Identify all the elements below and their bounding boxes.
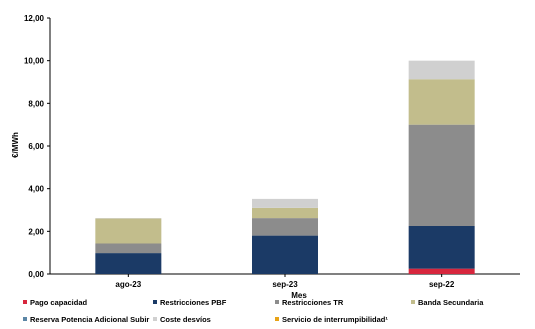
- bar-segment: [252, 198, 318, 208]
- y-tick-label: 6,00: [28, 142, 44, 151]
- legend-item-label: Pago capacidad: [30, 298, 88, 307]
- x-tick-label: sep-23: [272, 280, 298, 289]
- y-tick-label: 4,00: [28, 185, 44, 194]
- bar-segment: [408, 124, 475, 226]
- bar-segment: [252, 207, 318, 219]
- legend-item-label: Banda Secundaria: [418, 298, 484, 307]
- y-tick-label: 2,00: [28, 227, 44, 236]
- bar-segment: [252, 235, 318, 274]
- y-tick-label: 12,00: [24, 14, 45, 23]
- legend-item-label: Reserva Potencia Adicional Subir: [30, 315, 149, 324]
- x-axis: ago-23 sep-23 sep-22: [50, 273, 520, 289]
- y-axis-label: €/MWh: [11, 132, 20, 158]
- y-tick-label: 0,00: [28, 270, 44, 279]
- bar-segment: [95, 243, 162, 254]
- legend-item-label: Restricciones TR: [282, 298, 344, 307]
- legend-swatch: [411, 300, 415, 304]
- legend: Pago capacidad Restricciones PBF Restricci…: [23, 298, 484, 324]
- bar-segment: [408, 79, 475, 125]
- legend-swatch: [23, 317, 27, 321]
- bar-segment: [408, 60, 475, 80]
- legend-swatch: [23, 300, 27, 304]
- legend-swatch: [275, 317, 279, 321]
- x-axis-label: Mes: [291, 291, 307, 300]
- legend-swatch: [275, 300, 279, 304]
- x-tick-label: sep-22: [429, 280, 455, 289]
- legend-item-label: Servicio de interrumpibilidad¹: [282, 315, 388, 324]
- legend-swatch: [153, 300, 157, 304]
- bar-segment: [408, 268, 475, 274]
- bar-segment: [408, 226, 475, 269]
- legend-swatch: [153, 317, 157, 321]
- bar-segment: [95, 218, 162, 244]
- legend-item-label: Coste desvíos: [160, 315, 211, 324]
- y-axis: 0,00 2,00 4,00 6,00 8,00 10,00 12,00: [24, 14, 51, 279]
- legend-item-label: Restricciones PBF: [160, 298, 227, 307]
- bar-segment: [252, 218, 318, 236]
- bars: [95, 60, 475, 274]
- y-tick-label: 10,00: [24, 57, 45, 66]
- x-tick-label: ago-23: [115, 280, 141, 289]
- y-tick-label: 8,00: [28, 99, 44, 108]
- bar-segment: [95, 253, 162, 274]
